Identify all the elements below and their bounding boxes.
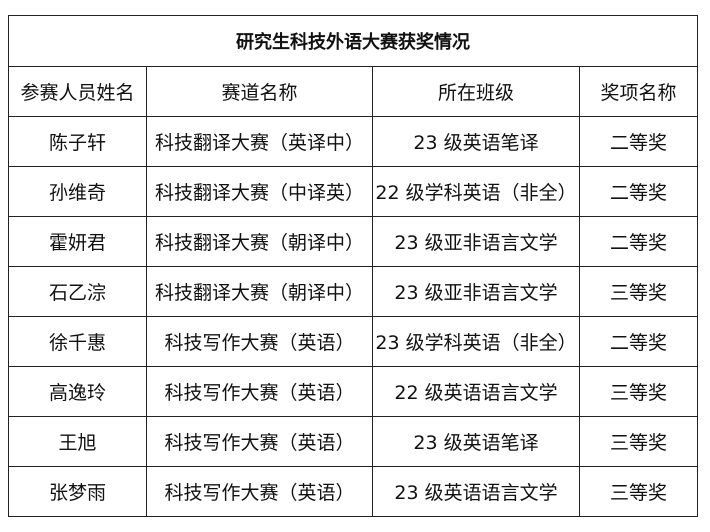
cell-track: 科技翻译大赛（英译中） bbox=[146, 116, 373, 167]
cell-class: 23 级英语笔译 bbox=[372, 116, 580, 167]
cell-award: 三等奖 bbox=[579, 416, 698, 467]
cell-class: 23 级亚非语言文学 bbox=[372, 216, 580, 267]
cell-track: 科技写作大赛（英语） bbox=[146, 466, 373, 517]
cell-award: 三等奖 bbox=[579, 366, 698, 417]
header-award: 奖项名称 bbox=[579, 66, 698, 117]
table-row: 孙维奇 科技翻译大赛（中译英） 22 级学科英语（非全） 二等奖 bbox=[8, 166, 698, 217]
table-row: 陈子轩 科技翻译大赛（英译中） 23 级英语笔译 二等奖 bbox=[8, 116, 698, 167]
table-row: 张梦雨 科技写作大赛（英语） 23 级英语语言文学 三等奖 bbox=[8, 466, 698, 517]
table-row: 霍妍君 科技翻译大赛（朝译中） 23 级亚非语言文学 二等奖 bbox=[8, 216, 698, 267]
cell-class: 22 级学科英语（非全） bbox=[372, 166, 580, 217]
cell-award: 二等奖 bbox=[579, 116, 698, 167]
cell-track: 科技翻译大赛（朝译中） bbox=[146, 216, 373, 267]
cell-class: 23 级学科英语（非全） bbox=[372, 316, 580, 367]
cell-class: 23 级亚非语言文学 bbox=[372, 266, 580, 317]
cell-award: 二等奖 bbox=[579, 216, 698, 267]
title-row: 研究生科技外语大赛获奖情况 bbox=[8, 15, 698, 67]
cell-track: 科技翻译大赛（朝译中） bbox=[146, 266, 373, 317]
header-row: 参赛人员姓名 赛道名称 所在班级 奖项名称 bbox=[8, 66, 698, 117]
table-row: 高逸玲 科技写作大赛（英语） 22 级英语语言文学 三等奖 bbox=[8, 366, 698, 417]
cell-name: 霍妍君 bbox=[8, 216, 147, 267]
cell-class: 23 级英语笔译 bbox=[372, 416, 580, 467]
cell-award: 二等奖 bbox=[579, 316, 698, 367]
cell-name: 石乙淙 bbox=[8, 266, 147, 317]
table-row: 徐千惠 科技写作大赛（英语） 23 级学科英语（非全） 二等奖 bbox=[8, 316, 698, 367]
cell-class: 22 级英语语言文学 bbox=[372, 366, 580, 417]
cell-name: 张梦雨 bbox=[8, 466, 147, 517]
cell-name: 孙维奇 bbox=[8, 166, 147, 217]
cell-award: 三等奖 bbox=[579, 266, 698, 317]
cell-name: 高逸玲 bbox=[8, 366, 147, 417]
cell-name: 陈子轩 bbox=[8, 116, 147, 167]
cell-track: 科技写作大赛（英语） bbox=[146, 366, 373, 417]
table-title: 研究生科技外语大赛获奖情况 bbox=[8, 15, 698, 67]
table-row: 王旭 科技写作大赛（英语） 23 级英语笔译 三等奖 bbox=[8, 416, 698, 467]
cell-award: 二等奖 bbox=[579, 166, 698, 217]
cell-track: 科技翻译大赛（中译英） bbox=[146, 166, 373, 217]
header-class: 所在班级 bbox=[372, 66, 580, 117]
table-row: 石乙淙 科技翻译大赛（朝译中） 23 级亚非语言文学 三等奖 bbox=[8, 266, 698, 317]
cell-track: 科技写作大赛（英语） bbox=[146, 316, 373, 367]
awards-table: 研究生科技外语大赛获奖情况 参赛人员姓名 赛道名称 所在班级 奖项名称 陈子轩科… bbox=[8, 15, 698, 517]
header-name: 参赛人员姓名 bbox=[8, 66, 147, 117]
cell-track: 科技写作大赛（英语） bbox=[146, 416, 373, 467]
cell-name: 徐千惠 bbox=[8, 316, 147, 367]
header-track: 赛道名称 bbox=[146, 66, 373, 117]
cell-award: 三等奖 bbox=[579, 466, 698, 517]
cell-class: 23 级英语语言文学 bbox=[372, 466, 580, 517]
cell-name: 王旭 bbox=[8, 416, 147, 467]
